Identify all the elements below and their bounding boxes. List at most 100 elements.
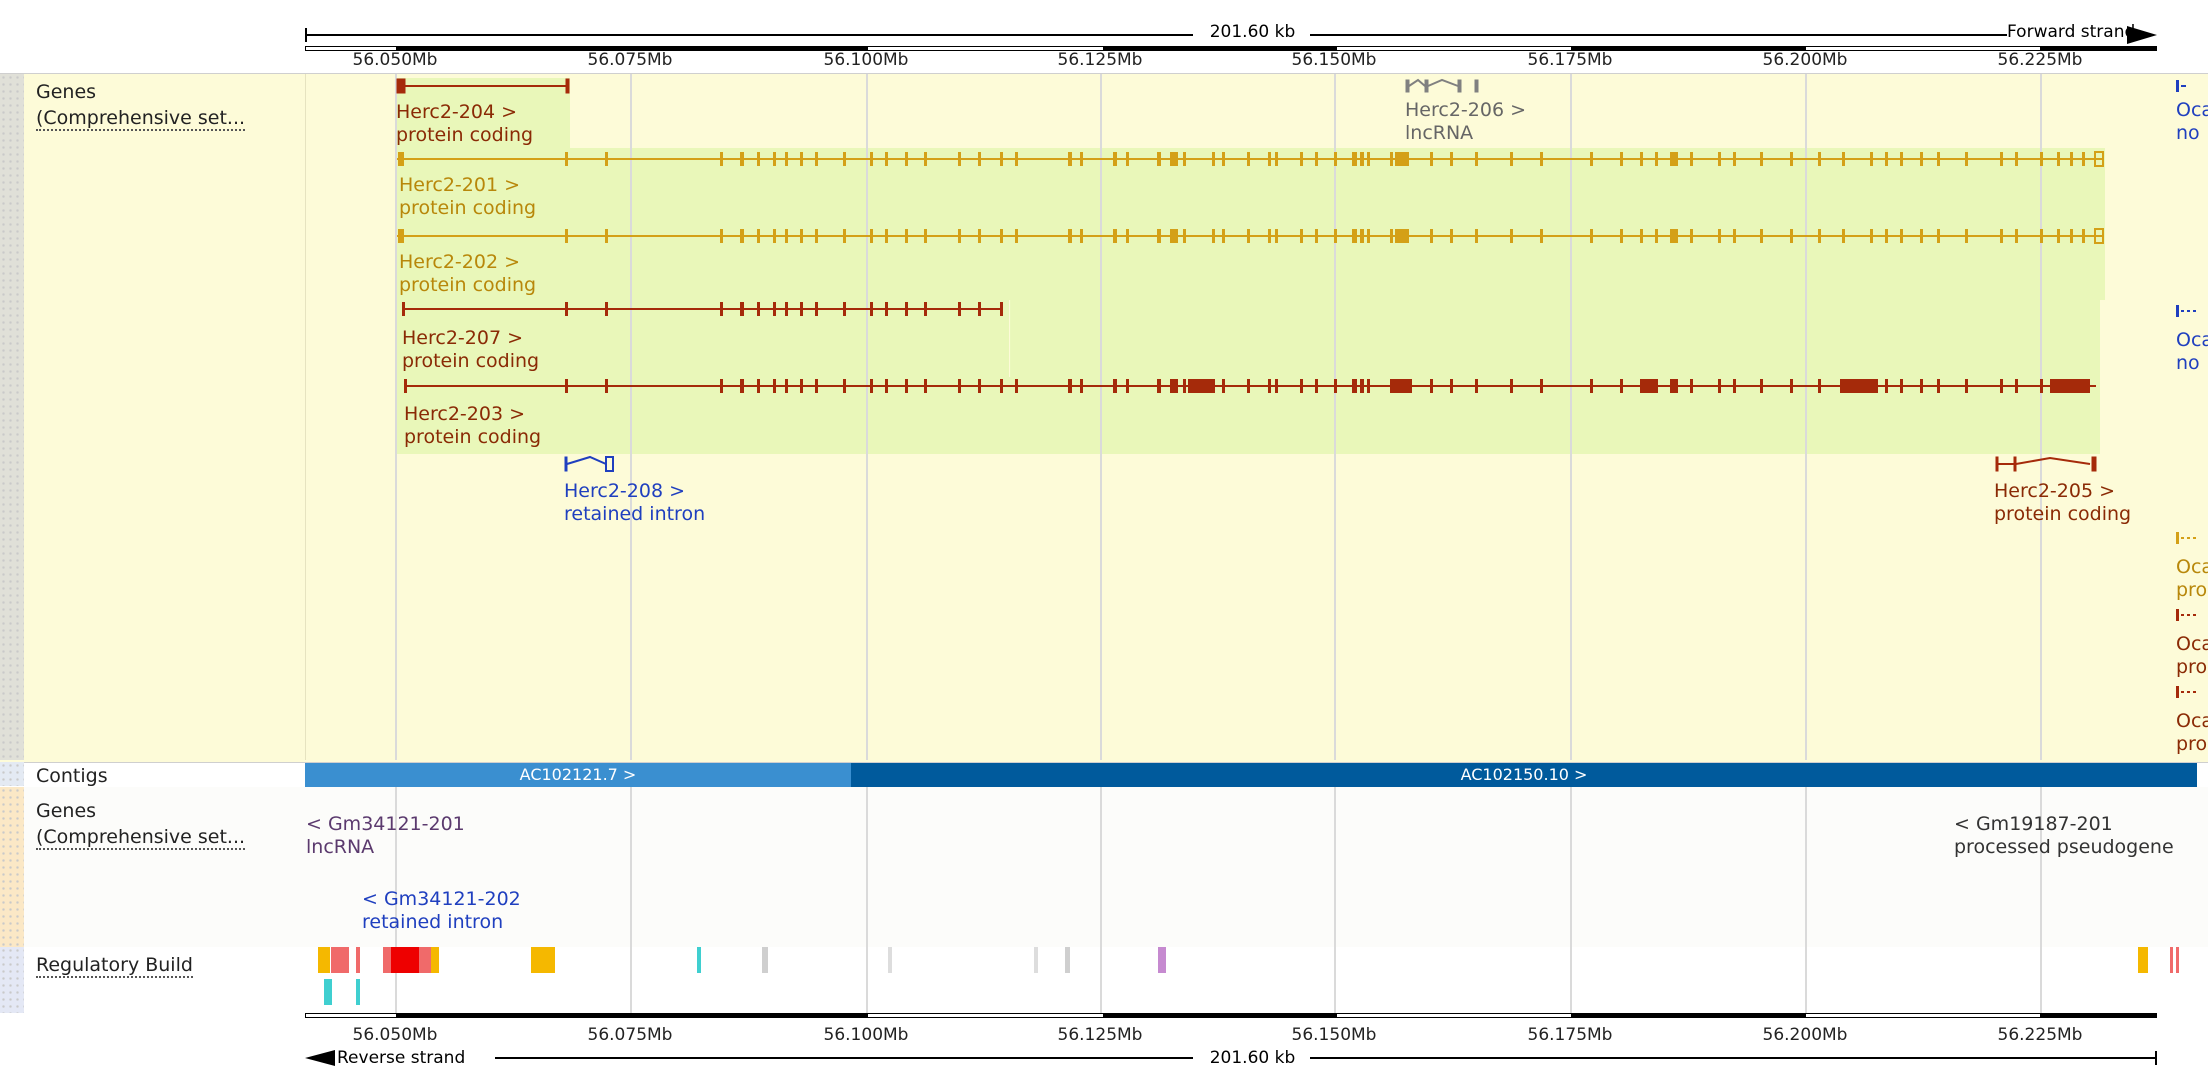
exon: [1315, 152, 1318, 166]
clipped-label[interactable]: Oca: [2176, 556, 2208, 578]
transcript-name[interactable]: Herc2-202 >: [399, 251, 520, 273]
transcript-name[interactable]: Herc2-204 >: [396, 101, 517, 123]
exon: [958, 379, 961, 393]
exon: [2070, 152, 2073, 166]
transcript-name[interactable]: Herc2-206 >: [1405, 99, 1526, 121]
exon: [720, 379, 723, 393]
track-drag-handle[interactable]: [0, 947, 24, 1013]
transcript-name[interactable]: Herc2-203 >: [404, 403, 525, 425]
transcript-biotype: retained intron: [564, 503, 706, 525]
track-label-contigs[interactable]: Contigs: [36, 764, 108, 789]
exon: [1590, 152, 1593, 166]
clipped-label[interactable]: Oca: [2176, 99, 2208, 121]
transcript-name[interactable]: < Gm34121-201: [306, 813, 465, 835]
tick-label: 56.100Mb: [823, 50, 909, 70]
exon: [773, 229, 776, 243]
transcript-name[interactable]: < Gm34121-202: [362, 888, 521, 910]
transcript-herc2-207: [402, 302, 1003, 316]
forward-arrow-icon: [2127, 26, 2157, 44]
exon: [1390, 152, 1393, 166]
exon: [1920, 152, 1923, 166]
genes-track-link[interactable]: (Comprehensive set...: [36, 826, 246, 850]
track-drag-handle[interactable]: [0, 787, 24, 947]
exon: [1655, 379, 1658, 393]
tick-label: 56.225Mb: [1997, 50, 2083, 70]
transcript-biotype: protein coding: [404, 426, 542, 448]
exon: [785, 152, 788, 166]
reverse-strand-label: Reverse strand: [337, 1048, 466, 1068]
tick-label: 56.075Mb: [587, 1025, 673, 1045]
transcript-herc2-205: [1995, 456, 2097, 472]
transcript-name[interactable]: Herc2-201 >: [399, 174, 520, 196]
contig-ac102150[interactable]: AC102150.10 >: [851, 763, 2197, 787]
exon: [773, 379, 776, 393]
exon: [2040, 152, 2043, 166]
exon: [1183, 229, 1186, 243]
track-drag-handle[interactable]: [0, 762, 24, 786]
exon: [605, 229, 608, 243]
exon: [905, 229, 908, 243]
exon: [1885, 229, 1888, 243]
clipped-label[interactable]: Oca: [2176, 633, 2208, 655]
exon: [2082, 229, 2085, 243]
clipped-label[interactable]: Oca: [2176, 710, 2208, 732]
exon: [1157, 379, 1161, 393]
transcript-biotype: lncRNA: [306, 836, 375, 858]
exon: [1395, 152, 1409, 166]
exon: [1540, 229, 1543, 243]
exon: [1170, 229, 1178, 243]
transcript-biotype: retained intron: [362, 911, 504, 933]
exon: [885, 302, 888, 316]
contigs-track-link[interactable]: Contigs: [36, 765, 108, 789]
exon: [1183, 152, 1186, 166]
tick-label: 56.175Mb: [1527, 1025, 1613, 1045]
exon: [1965, 229, 1968, 243]
exon: [1113, 379, 1117, 393]
exon: [1015, 229, 1018, 243]
transcript-name[interactable]: Herc2-207 >: [402, 327, 523, 349]
contig-label: AC102121.7 >: [519, 765, 637, 784]
contig-ac102121[interactable]: AC102121.7 >: [305, 763, 851, 787]
exon: [905, 302, 908, 316]
exon: [1268, 229, 1271, 243]
tick-label: 56.125Mb: [1057, 1025, 1143, 1045]
clipped-label[interactable]: Oca: [2176, 329, 2208, 351]
tick-label: 56.150Mb: [1291, 50, 1377, 70]
transcript-name[interactable]: Herc2-208 >: [564, 480, 685, 502]
track-drag-handle[interactable]: [0, 74, 24, 760]
exon: [740, 229, 744, 243]
tick-label: 56.175Mb: [1527, 50, 1613, 70]
exon: [1126, 379, 1129, 393]
transcript-biotype: protein coding: [399, 274, 537, 296]
exon: [1690, 229, 1693, 243]
exon: [2000, 379, 2003, 393]
exon: [1113, 152, 1117, 166]
exon: [1334, 152, 1337, 166]
track-label-regulatory[interactable]: Regulatory Build: [36, 953, 193, 978]
exon: [1080, 152, 1083, 166]
exon: [1920, 229, 1923, 243]
exon: [1080, 229, 1083, 243]
transcript-name[interactable]: < Gm19187-201: [1954, 813, 2113, 835]
genes-track-link[interactable]: (Comprehensive set...: [36, 107, 246, 131]
exon: [870, 379, 873, 393]
exon: [1510, 229, 1513, 243]
exon: [1733, 229, 1736, 243]
exon: [1352, 229, 1357, 243]
exon: [2050, 379, 2090, 393]
exon: [720, 302, 723, 316]
exon: [1315, 379, 1318, 393]
exon: [1790, 229, 1793, 243]
track-label-genes-link[interactable]: (Comprehensive set...: [36, 825, 246, 850]
exon: [1885, 152, 1888, 166]
transcript-name[interactable]: Herc2-205 >: [1994, 480, 2115, 502]
exon: [1475, 379, 1478, 393]
exon: [905, 152, 908, 166]
exon: [958, 302, 961, 316]
track-label-genes-link[interactable]: (Comprehensive set...: [36, 106, 246, 131]
regulatory-track-link[interactable]: Regulatory Build: [36, 954, 193, 978]
exon: [1222, 379, 1225, 393]
exon: [1000, 379, 1003, 393]
exon: [870, 152, 873, 166]
